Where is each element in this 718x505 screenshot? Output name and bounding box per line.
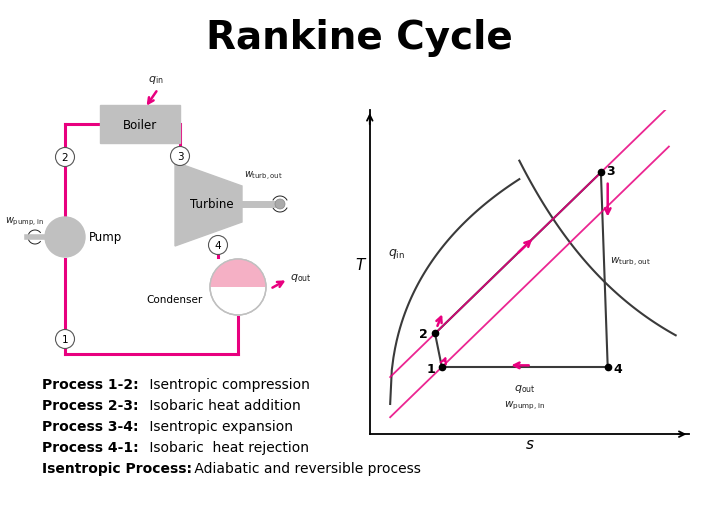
Text: 2: 2 — [419, 327, 428, 340]
Text: Isentropic expansion: Isentropic expansion — [145, 419, 293, 433]
Text: 1: 1 — [426, 362, 435, 375]
FancyBboxPatch shape — [100, 106, 180, 144]
Text: Pump: Pump — [89, 231, 122, 244]
Wedge shape — [210, 260, 266, 287]
Text: Isobaric heat addition: Isobaric heat addition — [145, 398, 301, 412]
X-axis label: $s$: $s$ — [525, 436, 534, 450]
Text: $w_\mathrm{turb,out}$: $w_\mathrm{turb,out}$ — [244, 170, 283, 183]
Text: Process 1-2:: Process 1-2: — [42, 377, 139, 391]
Text: 4: 4 — [215, 240, 221, 250]
Text: $q_\mathrm{in}$: $q_\mathrm{in}$ — [148, 74, 164, 86]
Y-axis label: $T$: $T$ — [355, 257, 368, 273]
Text: Process 2-3:: Process 2-3: — [42, 398, 139, 412]
Text: Isentropic compression: Isentropic compression — [145, 377, 310, 391]
Circle shape — [210, 260, 266, 316]
Text: Turbine: Turbine — [190, 198, 234, 211]
Polygon shape — [175, 163, 242, 246]
Circle shape — [45, 218, 85, 258]
Text: Condenser: Condenser — [146, 294, 203, 305]
Text: Adiabatic and reversible process: Adiabatic and reversible process — [190, 461, 421, 475]
Text: $q_\mathrm{in}$: $q_\mathrm{in}$ — [388, 246, 405, 261]
Text: $w_\mathrm{pump,in}$: $w_\mathrm{pump,in}$ — [504, 399, 545, 412]
Text: Process 4-1:: Process 4-1: — [42, 440, 139, 454]
Text: $w_\mathrm{turb,out}$: $w_\mathrm{turb,out}$ — [610, 256, 651, 268]
Text: 4: 4 — [613, 362, 622, 375]
Text: 3: 3 — [606, 165, 615, 178]
Text: Isobaric  heat rejection: Isobaric heat rejection — [145, 440, 309, 454]
Text: Isentropic Process:: Isentropic Process: — [42, 461, 192, 475]
Text: $q_\mathrm{out}$: $q_\mathrm{out}$ — [514, 382, 536, 394]
Circle shape — [170, 147, 190, 166]
Text: $q_\mathrm{out}$: $q_\mathrm{out}$ — [290, 272, 312, 283]
Text: Boiler: Boiler — [123, 118, 157, 131]
Text: 3: 3 — [177, 152, 183, 162]
Text: 1: 1 — [62, 334, 68, 344]
Circle shape — [208, 236, 228, 255]
Circle shape — [55, 148, 75, 167]
Text: Process 3-4:: Process 3-4: — [42, 419, 139, 433]
Text: $w_\mathrm{pump,in}$: $w_\mathrm{pump,in}$ — [5, 215, 44, 228]
Text: Rankine Cycle: Rankine Cycle — [205, 19, 513, 57]
Circle shape — [55, 330, 75, 349]
Text: 2: 2 — [62, 153, 68, 163]
Circle shape — [275, 199, 285, 210]
